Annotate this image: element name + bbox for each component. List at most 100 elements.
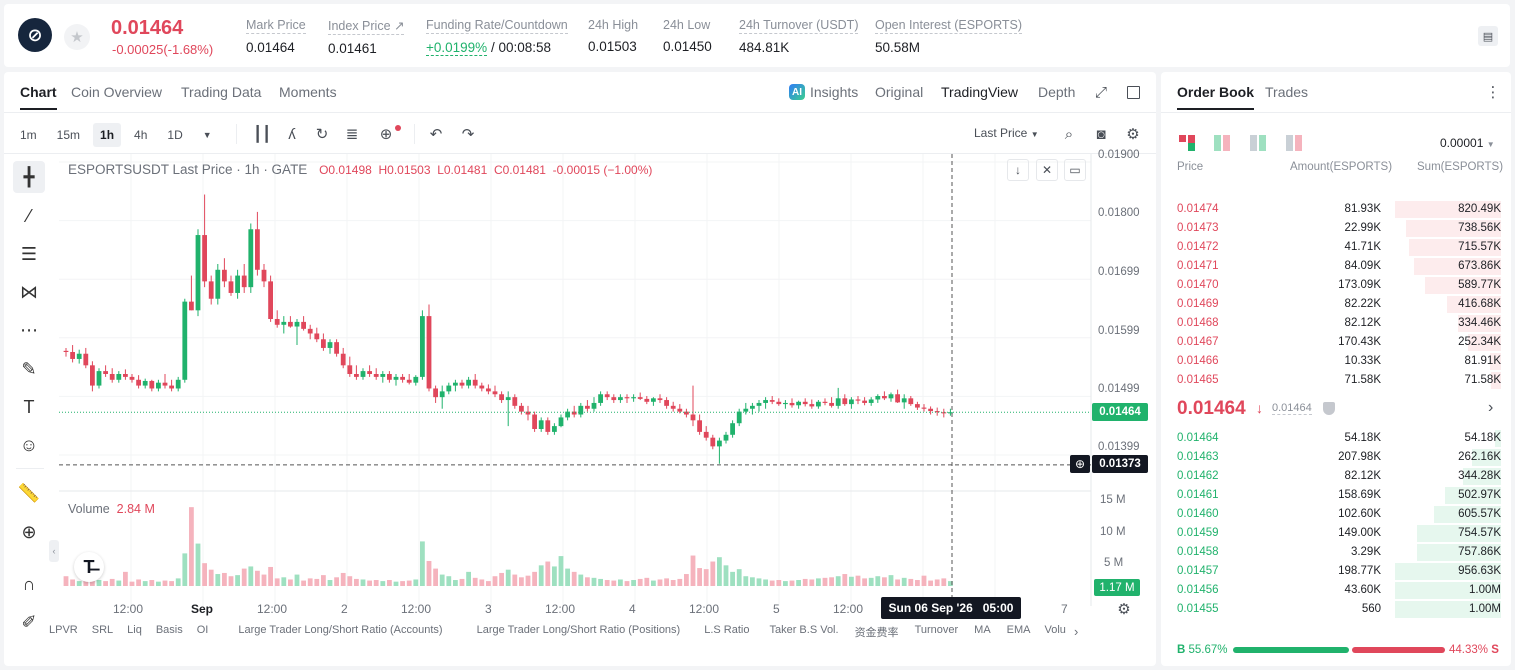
view-bids-icon[interactable]: [1214, 135, 1230, 151]
ask-row[interactable]: 0.01470 173.09K 589.77K: [1171, 276, 1501, 295]
indicator-turnover[interactable]: Turnover: [914, 624, 959, 636]
expand-icon[interactable]: ⤢: [1094, 83, 1107, 101]
ask-row[interactable]: 0.01467 170.43K 252.34K: [1171, 333, 1501, 352]
maximize-pane-icon[interactable]: ▭: [1064, 159, 1086, 181]
indicator-lt-positions[interactable]: Large Trader Long/Short Ratio (Positions…: [476, 624, 681, 636]
tradingview-logo-icon[interactable]: T̶: [74, 552, 104, 582]
stat-open-interest[interactable]: Open Interest (ESPORTS) 50.58M: [875, 18, 1023, 55]
indicator-volume[interactable]: Volu: [1044, 624, 1066, 636]
bid-row[interactable]: 0.01458 3.29K 757.86K: [1171, 543, 1501, 562]
settings-gear-icon[interactable]: ⚙: [1126, 126, 1140, 143]
ask-row[interactable]: 0.01466 10.33K 81.91K: [1171, 352, 1501, 371]
indicator-lpvr[interactable]: LPVR: [49, 624, 78, 636]
ask-row[interactable]: 0.01473 22.99K 738.56K: [1171, 219, 1501, 238]
brush-tool-icon[interactable]: ✎: [21, 358, 37, 379]
indicator-basis[interactable]: Basis: [155, 624, 183, 636]
indicator-ema[interactable]: EMA: [1006, 624, 1031, 636]
pattern-tool-icon[interactable]: ⋈: [20, 281, 38, 302]
trend-line-tool-icon[interactable]: ⁄: [27, 205, 31, 226]
indicator-ma[interactable]: MA: [974, 624, 991, 636]
pencil-lock-icon[interactable]: ✐: [21, 611, 37, 632]
timeframe-4h[interactable]: 4h: [134, 128, 148, 142]
bid-row[interactable]: 0.01460 102.60K 605.57K: [1171, 505, 1501, 524]
bid-row[interactable]: 0.01455 560 1.00M: [1171, 600, 1501, 619]
notes-icon[interactable]: ▤: [1478, 26, 1498, 46]
collapse-legend-icon[interactable]: ✕: [1036, 159, 1058, 181]
stat-24h-turnover[interactable]: 24h Turnover (USDT) 484.81K: [739, 18, 859, 55]
precision-select[interactable]: 0.00001 ▼: [1440, 136, 1495, 150]
emoji-tool-icon[interactable]: ☺: [19, 434, 39, 455]
timeframe-1d[interactable]: 1D: [167, 128, 183, 142]
tab-moments[interactable]: Moments: [279, 84, 337, 100]
stat-index-price[interactable]: Index Price ↗ 0.01461: [328, 19, 405, 56]
timeframe-1h[interactable]: 1h: [93, 123, 122, 147]
ask-row[interactable]: 0.01474 81.93K 820.49K: [1171, 200, 1501, 219]
fib-tool-icon[interactable]: ☰: [20, 243, 38, 264]
view-original[interactable]: Original: [875, 84, 924, 100]
add-indicator-icon[interactable]: ⊕: [379, 126, 393, 143]
timeframe-dropdown-icon[interactable]: ▼: [202, 130, 212, 140]
indicator-ls-ratio[interactable]: L.S Ratio: [704, 624, 750, 636]
favorite-star-icon[interactable]: ★: [64, 24, 90, 50]
ask-row[interactable]: 0.01471 84.09K 673.86K: [1171, 257, 1501, 276]
tab-order-book[interactable]: Order Book: [1177, 84, 1255, 110]
funding-countdown: / 00:08:58: [490, 40, 552, 55]
fullscreen-icon[interactable]: [1127, 86, 1140, 99]
view-both-icon[interactable]: [1179, 135, 1195, 151]
zoom-in-icon[interactable]: ⊕: [21, 521, 37, 542]
tab-trading-data[interactable]: Trading Data: [181, 84, 262, 100]
view-asks-only-icon[interactable]: [1286, 135, 1302, 151]
indicator-next-icon[interactable]: ›: [1073, 624, 1079, 639]
chevron-right-icon[interactable]: ›: [1488, 399, 1494, 416]
bid-row[interactable]: 0.01464 54.18K 54.18K: [1171, 429, 1501, 448]
bid-row[interactable]: 0.01462 82.12K 344.28K: [1171, 467, 1501, 486]
stat-funding-rate[interactable]: Funding Rate/Countdown +0.0199% / 00:08:…: [426, 18, 568, 56]
ask-row[interactable]: 0.01469 82.22K 416.68K: [1171, 295, 1501, 314]
tab-coin-overview[interactable]: Coin Overview: [71, 84, 163, 100]
bid-row[interactable]: 0.01463 207.98K 262.16K: [1171, 448, 1501, 467]
compare-icon[interactable]: ↻: [315, 126, 329, 143]
view-insights[interactable]: Insights: [810, 84, 859, 100]
view-tradingview[interactable]: TradingView: [941, 84, 1019, 100]
ask-row[interactable]: 0.01472 41.71K 715.57K: [1171, 238, 1501, 257]
timeframe-15m[interactable]: 15m: [56, 128, 81, 142]
add-alert-plus-icon[interactable]: ⊕: [1070, 455, 1090, 473]
bid-row[interactable]: 0.01459 149.00K 754.57K: [1171, 524, 1501, 543]
stat-mark-price[interactable]: Mark Price 0.01464: [246, 18, 306, 55]
magnet-tool-icon[interactable]: ∩: [22, 573, 36, 594]
redo-icon[interactable]: ↷: [461, 126, 475, 143]
undo-icon[interactable]: ↶: [429, 126, 443, 143]
ask-row[interactable]: 0.01468 82.12K 334.46K: [1171, 314, 1501, 333]
candle-type-icon[interactable]: ┃┃: [252, 126, 272, 143]
price-chart[interactable]: [59, 154, 1156, 606]
ai-insights-icon[interactable]: AI: [789, 84, 805, 100]
view-depth[interactable]: Depth: [1038, 84, 1076, 100]
view-bids-only-icon[interactable]: [1250, 135, 1266, 151]
indicator-funding-rate[interactable]: 资金费率: [854, 627, 899, 639]
indicator-oi[interactable]: OI: [196, 624, 209, 636]
bid-row[interactable]: 0.01461 158.69K 502.97K: [1171, 486, 1501, 505]
crosshair-tool-icon[interactable]: ╋: [13, 161, 45, 193]
search-icon[interactable]: ⌕: [1064, 125, 1074, 143]
timeframe-1m[interactable]: 1m: [20, 128, 37, 142]
measure-tool-icon[interactable]: ⋯: [20, 319, 38, 340]
indicators-icon[interactable]: ʎ: [288, 125, 296, 143]
ruler-tool-icon[interactable]: 📏: [17, 482, 41, 503]
tab-chart[interactable]: Chart: [20, 84, 57, 110]
collapse-toolbar-icon[interactable]: ‹: [49, 540, 59, 562]
camera-icon[interactable]: ◙: [1096, 125, 1106, 143]
text-tool-icon[interactable]: T: [23, 396, 35, 417]
price-source-select[interactable]: Last Price ▼: [974, 126, 1039, 140]
indicator-lt-accounts[interactable]: Large Trader Long/Short Ratio (Accounts): [238, 624, 443, 636]
indicator-liq[interactable]: Liq: [127, 624, 142, 636]
axis-settings-icon[interactable]: ⚙: [1117, 601, 1131, 618]
scroll-down-icon[interactable]: ↓: [1007, 159, 1029, 181]
bid-row[interactable]: 0.01456 43.60K 1.00M: [1171, 581, 1501, 600]
indicator-taker-vol[interactable]: Taker B.S Vol.: [769, 624, 839, 636]
more-options-icon[interactable]: ⋮: [1485, 84, 1501, 101]
tab-trades[interactable]: Trades: [1265, 84, 1309, 100]
bid-row[interactable]: 0.01457 198.77K 956.63K: [1171, 562, 1501, 581]
template-icon[interactable]: ≣: [345, 126, 359, 143]
indicator-srl[interactable]: SRL: [91, 624, 114, 636]
ask-row[interactable]: 0.01465 71.58K 71.58K: [1171, 371, 1501, 390]
